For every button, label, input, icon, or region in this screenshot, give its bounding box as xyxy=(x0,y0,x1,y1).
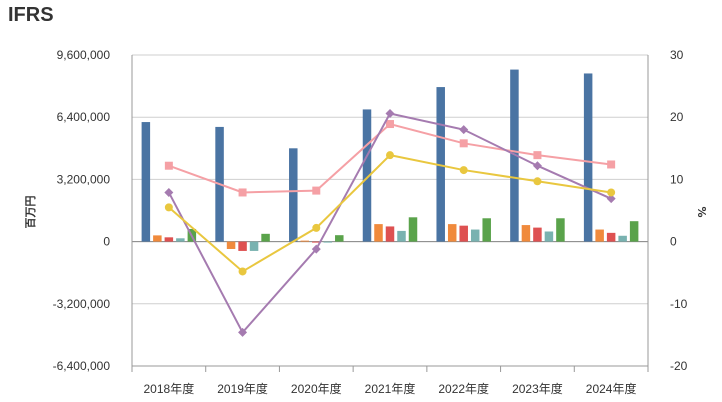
bar xyxy=(618,235,627,242)
bar xyxy=(374,224,383,242)
line-point xyxy=(533,177,542,186)
bar xyxy=(300,240,310,242)
y2-tick-label: 20 xyxy=(670,110,684,124)
bar xyxy=(261,233,270,242)
line-point xyxy=(385,108,395,118)
series-line xyxy=(167,112,612,335)
bar xyxy=(153,235,162,242)
y-axis-title: 百万円 xyxy=(24,196,37,229)
bar xyxy=(583,73,593,242)
line-point xyxy=(164,203,173,212)
line-point xyxy=(311,244,321,254)
y-tick-label: 3,200,000 xyxy=(57,172,111,186)
line-point xyxy=(533,151,542,160)
line-point xyxy=(386,120,394,129)
y2-tick-label: 0 xyxy=(670,235,677,249)
bar xyxy=(544,231,554,242)
y2-tick-label: -10 xyxy=(670,297,688,311)
x-tick-label: 2022年度 xyxy=(438,381,489,396)
bar xyxy=(141,122,151,242)
bar xyxy=(447,224,457,242)
bar xyxy=(335,235,344,242)
line-series-group xyxy=(164,108,616,337)
line-point xyxy=(459,125,469,135)
gridlines xyxy=(132,54,648,367)
line-point xyxy=(312,186,321,195)
x-tick-label: 2018年度 xyxy=(144,381,195,396)
bar xyxy=(533,227,542,242)
x-tick-label: 2019年度 xyxy=(217,381,268,396)
y-tick-label: 6,400,000 xyxy=(57,110,111,124)
bar xyxy=(312,241,321,243)
bar xyxy=(289,148,298,242)
line-point xyxy=(386,151,394,160)
y2-tick-label: 30 xyxy=(670,48,684,62)
bar xyxy=(606,232,616,242)
bar xyxy=(629,221,639,242)
line-point xyxy=(312,223,321,232)
bar xyxy=(510,69,519,242)
line-point xyxy=(238,327,248,337)
y2-tick-label: -20 xyxy=(670,359,688,373)
bar xyxy=(595,229,604,242)
y-tick-label: 0 xyxy=(103,235,110,249)
bar xyxy=(226,241,236,249)
bar xyxy=(385,226,395,242)
bar xyxy=(482,218,491,242)
y-tick-label: -6,400,000 xyxy=(53,359,111,373)
bar xyxy=(323,241,333,243)
bar xyxy=(436,87,445,242)
y-tick-label: 9,600,000 xyxy=(57,48,111,62)
bar xyxy=(556,218,565,242)
bar xyxy=(164,237,174,242)
bar xyxy=(238,241,247,251)
line-point xyxy=(459,139,468,148)
bar xyxy=(249,241,259,251)
x-tick-label: 2024年度 xyxy=(586,381,637,396)
y2-tick-label: 10 xyxy=(670,172,684,186)
y2-axis-title: % xyxy=(695,206,708,217)
line-point xyxy=(459,166,468,175)
bar xyxy=(408,217,418,242)
series-line xyxy=(168,154,612,273)
bar xyxy=(470,229,480,242)
line-point xyxy=(607,160,616,169)
chart-title: IFRS xyxy=(8,4,54,26)
line-point xyxy=(164,187,174,197)
line-point xyxy=(238,188,247,197)
line-point xyxy=(238,267,247,276)
x-tick-label: 2023年度 xyxy=(512,381,563,396)
bar xyxy=(362,109,372,242)
bar-series-group xyxy=(141,69,639,251)
y-tick-label: -3,200,000 xyxy=(53,297,111,311)
bar xyxy=(176,238,185,242)
bar xyxy=(521,225,531,242)
line-point xyxy=(164,161,173,170)
bar xyxy=(397,230,406,242)
x-tick-label: 2021年度 xyxy=(365,381,416,396)
line-point xyxy=(607,188,616,197)
bar xyxy=(459,225,468,242)
axes: 9,600,000 6,400,000 3,200,000 0 -3,200,000 -6… xyxy=(53,48,688,396)
line-point xyxy=(532,161,542,171)
x-tick-label: 2020年度 xyxy=(291,381,342,396)
line-point xyxy=(606,194,616,204)
